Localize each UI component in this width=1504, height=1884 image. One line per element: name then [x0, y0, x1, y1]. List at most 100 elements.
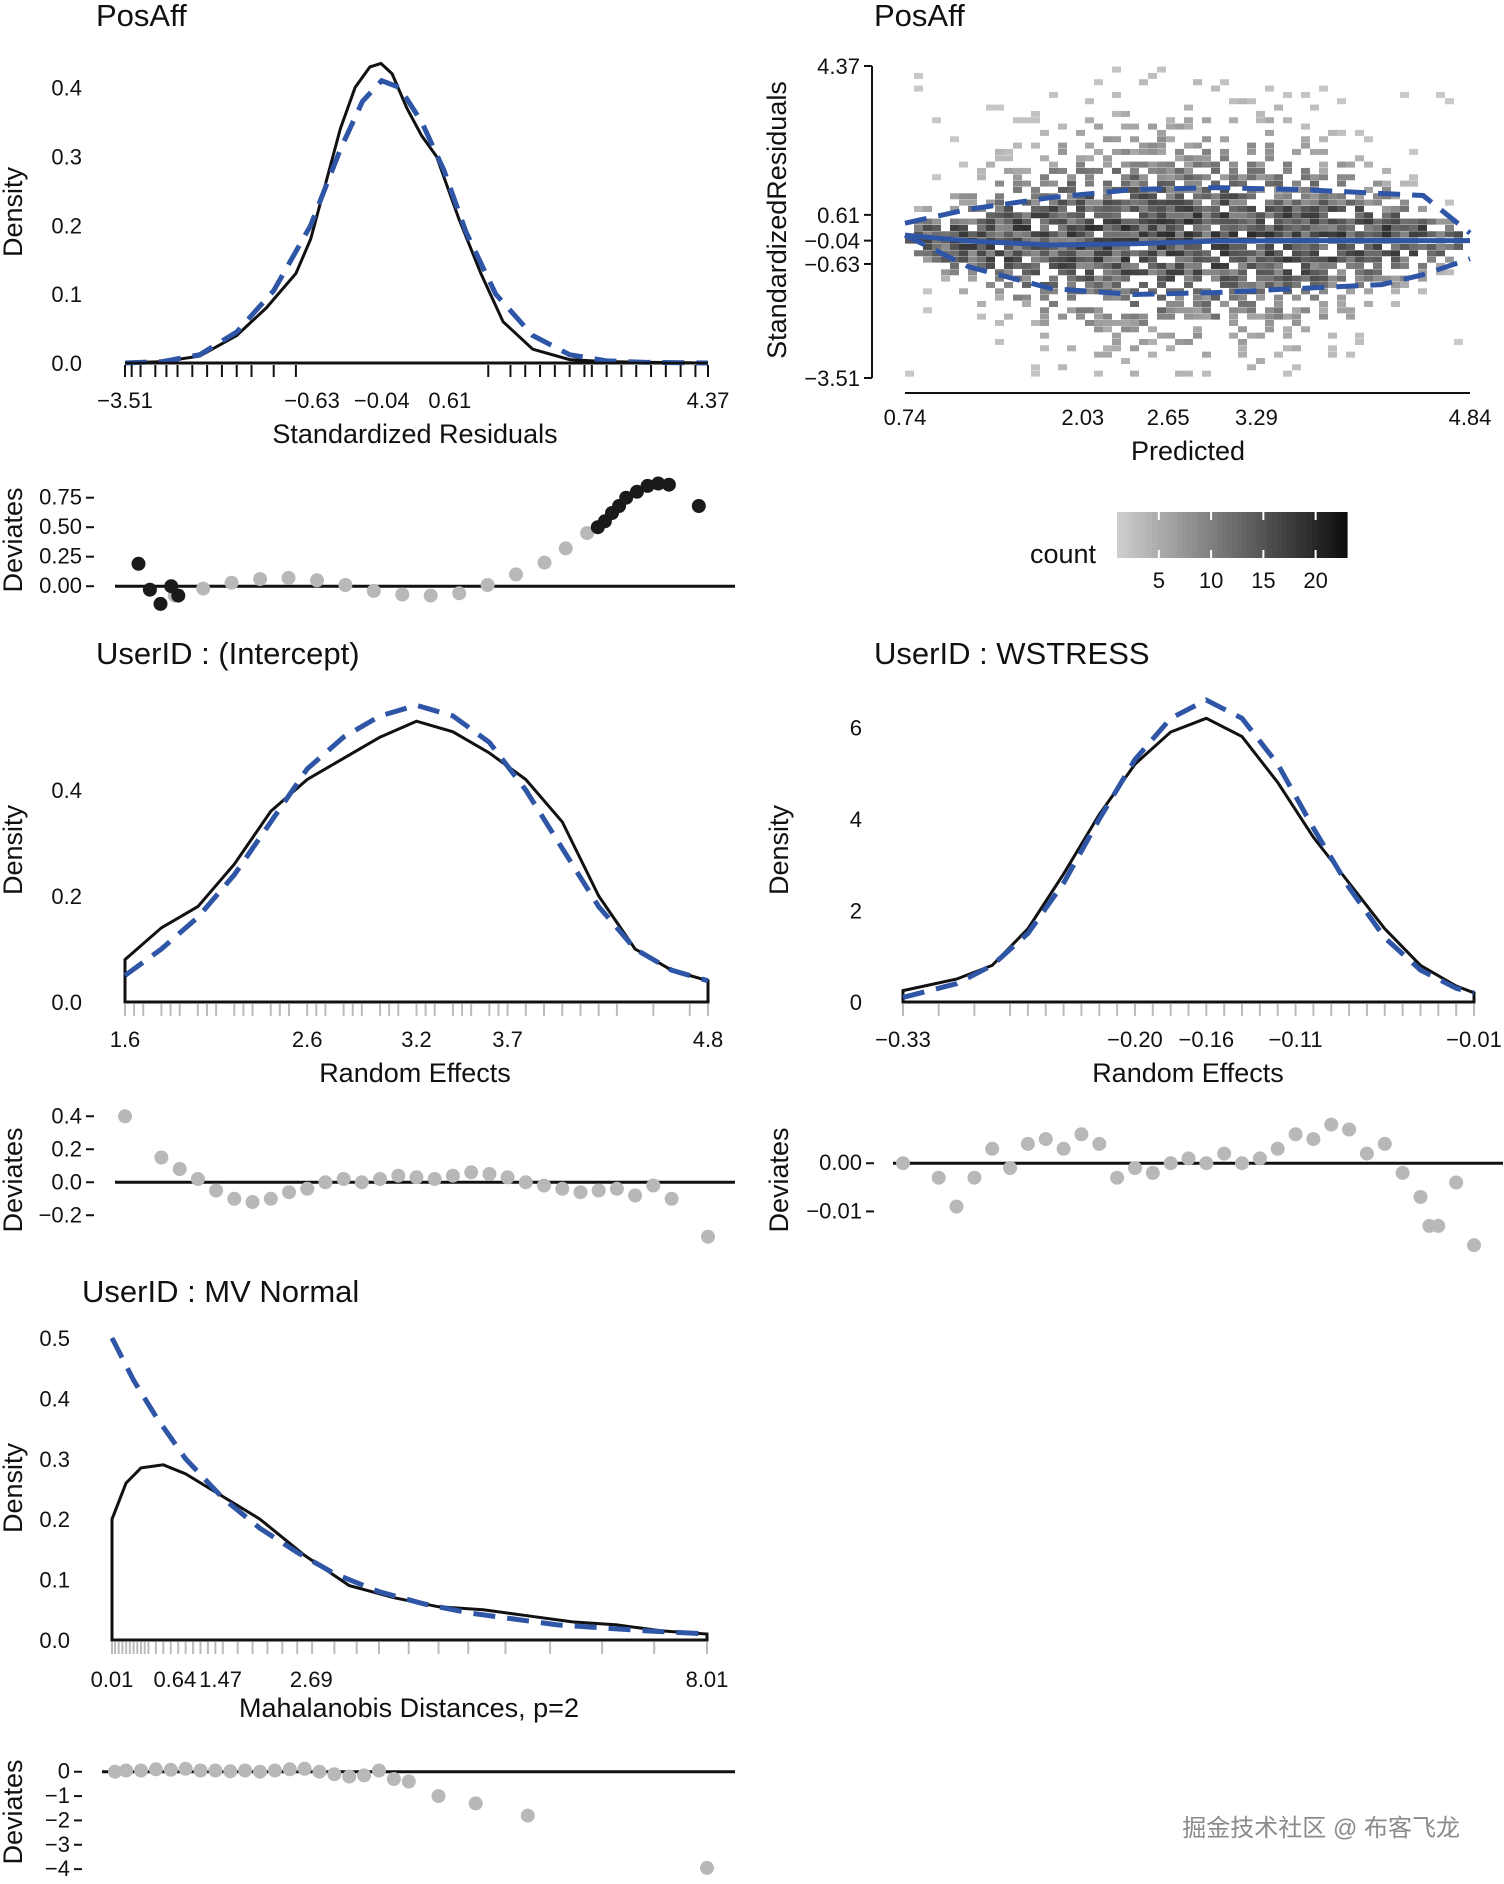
wstress-deviates-panel: −0.01 0.00 Deviates — [764, 1117, 1503, 1253]
deviate-point — [253, 1764, 267, 1779]
heat-cell — [941, 256, 950, 263]
heat-cell — [1364, 269, 1373, 276]
heat-cell — [1346, 199, 1355, 206]
heat-cell — [1202, 269, 1211, 276]
heat-cell — [1049, 237, 1058, 244]
heat-cell — [1157, 142, 1166, 149]
heat-cell — [1175, 193, 1184, 200]
heat-cell — [1211, 256, 1220, 263]
heat-cell — [1283, 275, 1292, 282]
heat-cell — [1409, 243, 1418, 250]
intercept-xlabel: Random Effects — [319, 1058, 511, 1088]
heat-cell — [1436, 269, 1445, 276]
heat-cell — [1121, 326, 1130, 333]
heat-cell — [1220, 275, 1229, 282]
heat-cell — [1391, 231, 1400, 238]
heat-cell — [1283, 199, 1292, 206]
heat-cell — [1013, 250, 1022, 257]
heat-cell — [1391, 212, 1400, 219]
heat-cell — [1202, 231, 1211, 238]
legend-swatch — [1332, 512, 1338, 558]
x-tick-label: −3.51 — [97, 388, 153, 413]
heat-cell — [1220, 224, 1229, 231]
heat-cell — [1085, 142, 1094, 149]
heat-cell — [1175, 370, 1184, 377]
heat-cell — [932, 117, 941, 124]
heat-cell — [1238, 180, 1247, 187]
heat-cell — [1139, 338, 1148, 345]
heat-cell — [1130, 224, 1139, 231]
heat-cell — [1418, 288, 1427, 295]
deviate-point — [1467, 1238, 1481, 1253]
heat-cell — [1022, 117, 1031, 124]
heat-cell — [1202, 212, 1211, 219]
legend-swatch — [1142, 512, 1148, 558]
heat-cell — [1175, 174, 1184, 181]
heat-cell — [1202, 313, 1211, 320]
heat-cell — [1265, 326, 1274, 333]
heat-cell — [1067, 250, 1076, 257]
heat-cell — [1139, 212, 1148, 219]
heat-cell — [1409, 224, 1418, 231]
heat-cell — [1022, 262, 1031, 269]
heat-cell — [1121, 294, 1130, 301]
heat-cell — [1166, 224, 1175, 231]
heat-cell — [1310, 218, 1319, 225]
heat-cell — [1031, 319, 1040, 326]
heat-cell — [1274, 351, 1283, 358]
heat-cell — [1328, 218, 1337, 225]
heat-cell — [995, 193, 1004, 200]
heat-cell — [1310, 174, 1319, 181]
heat-cell — [1058, 142, 1067, 149]
heat-cell — [1049, 161, 1058, 168]
heat-cell — [1004, 262, 1013, 269]
legend-swatch — [1257, 512, 1263, 558]
heat-cell — [1211, 167, 1220, 174]
heat-cell — [1364, 218, 1373, 225]
heat-cell — [1094, 262, 1103, 269]
heat-cell — [1301, 231, 1310, 238]
heat-cell — [1175, 256, 1184, 263]
heat-cell — [1274, 250, 1283, 257]
empirical-density-line — [124, 61, 709, 365]
deviate-point — [423, 588, 438, 603]
heat-cell — [1337, 180, 1346, 187]
legend-swatch — [1242, 512, 1248, 558]
y-tick-label: 0.4 — [51, 76, 82, 101]
heat-cell — [1220, 148, 1229, 155]
heat-cell — [1022, 212, 1031, 219]
heat-cell — [932, 218, 941, 225]
heat-cell — [1031, 193, 1040, 200]
heat-cell — [1301, 186, 1310, 193]
heat-cell — [1184, 180, 1193, 187]
heat-cell — [1328, 129, 1337, 136]
heat-cell — [968, 256, 977, 263]
heat-cell — [995, 218, 1004, 225]
heat-cell — [968, 218, 977, 225]
heat-cell — [1247, 250, 1256, 257]
heat-cell — [1382, 205, 1391, 212]
heat-cell — [1292, 256, 1301, 263]
heat-cell — [1301, 123, 1310, 130]
heat-cell — [932, 256, 941, 263]
deviate-point — [1413, 1190, 1428, 1204]
heat-cell — [1004, 313, 1013, 320]
heat-cell — [1121, 205, 1130, 212]
residual-density-ylabel: Density — [0, 166, 28, 257]
heat-cell — [1238, 212, 1247, 219]
heat-cell — [1274, 212, 1283, 219]
heat-cell — [1085, 167, 1094, 174]
heat-cell — [1157, 167, 1166, 174]
heat-cell — [1373, 180, 1382, 187]
heat-cell — [977, 243, 986, 250]
heat-cell — [1373, 250, 1382, 257]
heat-cell — [959, 256, 968, 263]
heat-cell — [995, 231, 1004, 238]
heat-cell — [1319, 313, 1328, 320]
heat-cell — [1373, 193, 1382, 200]
heat-cell — [1139, 161, 1148, 168]
heat-cell — [1337, 231, 1346, 238]
heat-cell — [1022, 167, 1031, 174]
heat-cell — [905, 370, 914, 377]
heat-cell — [1085, 250, 1094, 257]
